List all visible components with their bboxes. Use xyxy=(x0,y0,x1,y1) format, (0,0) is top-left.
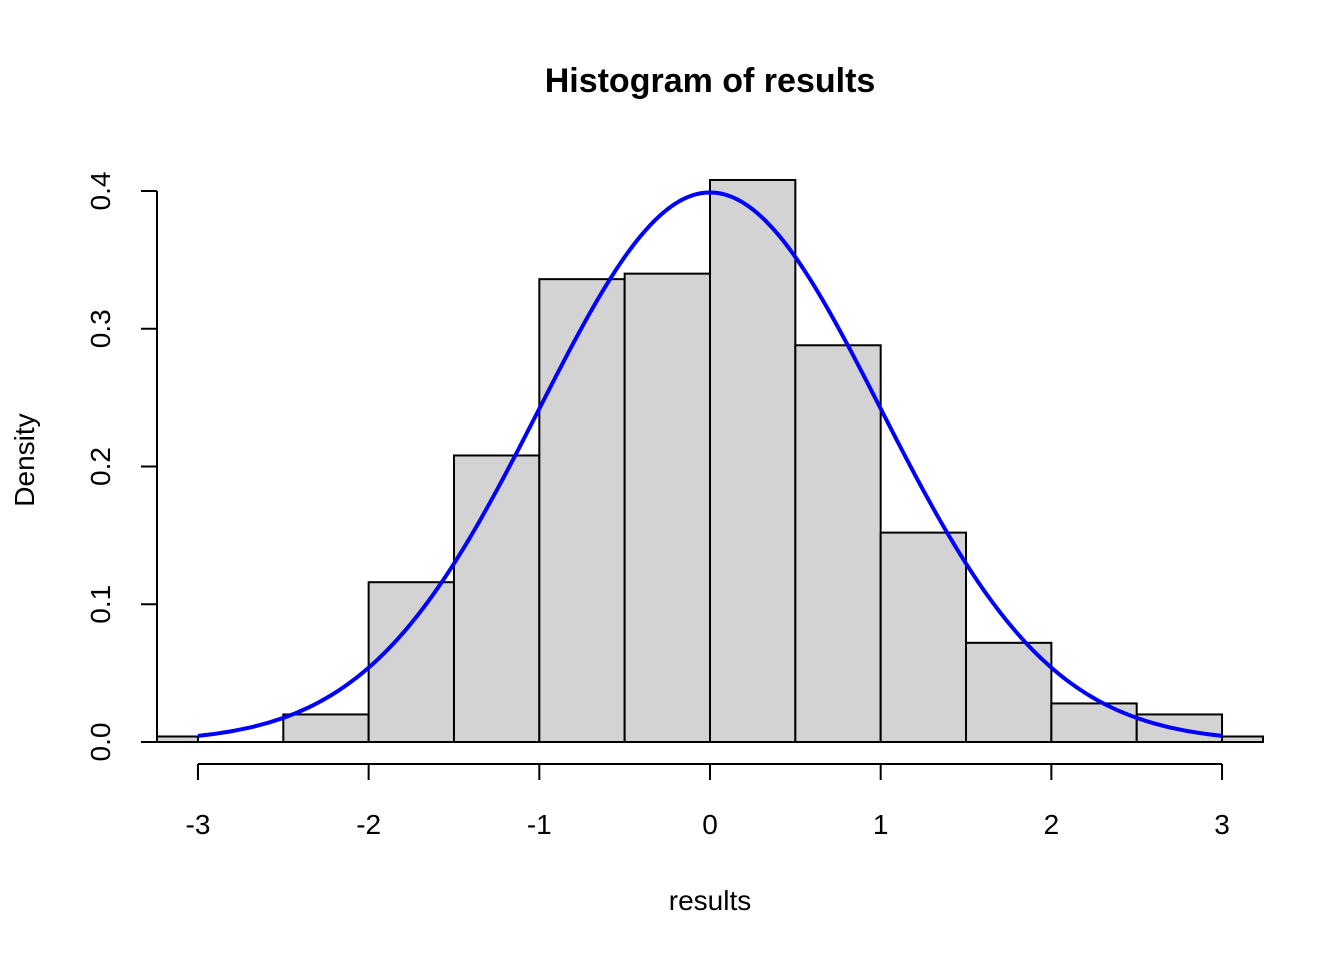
normal-density-curve xyxy=(197,190,1223,738)
y-tick-label: 0.0 xyxy=(85,723,116,762)
histogram-bar xyxy=(623,272,712,743)
histogram-bar xyxy=(538,278,626,743)
x-tick-label: 0 xyxy=(702,809,718,840)
y-axis-label: Density xyxy=(9,413,40,506)
x-tick-label: -2 xyxy=(356,809,381,840)
y-tick-label: 0.3 xyxy=(85,309,116,348)
y-tick-label: 0.1 xyxy=(85,585,116,624)
histogram-bars xyxy=(156,178,1264,744)
histogram-bar xyxy=(452,454,541,743)
chart-title: Histogram of results xyxy=(545,62,876,100)
histogram-bar xyxy=(282,713,370,744)
y-axis: 0.0 0.1 0.2 0.3 0.4 xyxy=(85,172,158,762)
x-tick-label: 3 xyxy=(1214,809,1230,840)
histogram-bar xyxy=(879,531,968,743)
x-tick-label: 2 xyxy=(1044,809,1060,840)
y-tick-label: 0.4 xyxy=(85,172,116,211)
histogram-bar xyxy=(367,581,455,744)
histogram-bar xyxy=(965,641,1053,744)
x-tick-label: -3 xyxy=(186,809,211,840)
x-axis-label: results xyxy=(669,885,751,916)
histogram-bar xyxy=(709,178,797,744)
x-tick-label: 1 xyxy=(873,809,889,840)
y-tick-label: 0.2 xyxy=(85,447,116,486)
histogram-bar xyxy=(794,344,882,743)
x-axis: -3 -2 -1 0 1 2 3 xyxy=(186,763,1230,840)
x-tick-label: -1 xyxy=(527,809,552,840)
histogram-bar xyxy=(1050,702,1138,743)
